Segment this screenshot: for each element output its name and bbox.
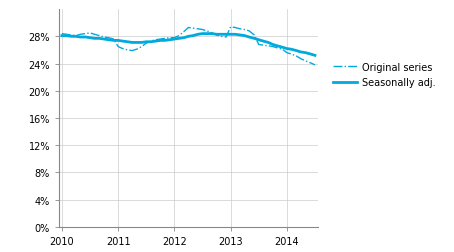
- Seasonally adj.: [289, 49, 294, 52]
- Seasonally adj.: [120, 40, 125, 43]
- Line: Original series: Original series: [62, 28, 315, 66]
- Original series: [312, 64, 318, 67]
- Seasonally adj.: [308, 53, 313, 56]
- Line: Seasonally adj.: Seasonally adj.: [62, 35, 315, 56]
- Original series: [87, 32, 93, 35]
- Seasonally adj.: [87, 37, 93, 40]
- Original series: [59, 33, 64, 36]
- Seasonally adj.: [153, 40, 158, 43]
- Seasonally adj.: [312, 55, 318, 58]
- Original series: [153, 39, 158, 42]
- Seasonally adj.: [200, 33, 205, 36]
- Original series: [228, 26, 233, 29]
- Seasonally adj.: [59, 35, 64, 38]
- Original series: [289, 53, 294, 56]
- Original series: [106, 37, 111, 40]
- Seasonally adj.: [106, 39, 111, 42]
- Original series: [120, 48, 125, 51]
- Legend: Original series, Seasonally adj.: Original series, Seasonally adj.: [333, 62, 436, 88]
- Original series: [308, 62, 313, 65]
